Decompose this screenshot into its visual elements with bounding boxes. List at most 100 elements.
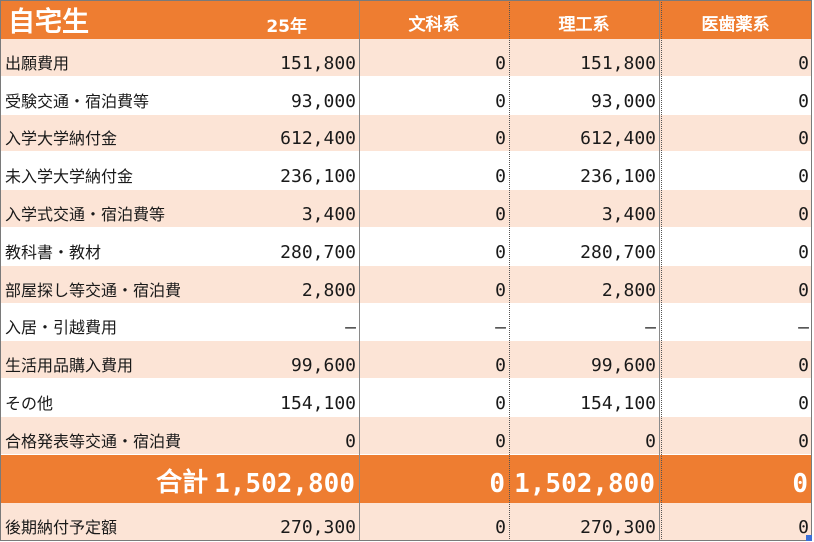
row-value-humanities: 0 xyxy=(495,52,506,74)
row-value-science: 280,700 xyxy=(580,241,656,263)
row-label-cell[interactable]: 入居・引越費用 xyxy=(0,303,260,342)
total-value-year: 1,502,800 xyxy=(214,469,355,499)
row-value-year: 0 xyxy=(345,430,356,452)
row-label-cell[interactable]: その他 xyxy=(0,379,260,417)
row-cell-year[interactable]: 236,100 xyxy=(260,152,359,191)
row-cell-year[interactable]: — xyxy=(260,303,359,342)
row-label: 合格発表等交通・宿泊費 xyxy=(5,431,182,451)
row-cell-medical[interactable]: 0 xyxy=(659,114,812,153)
year-label: 25年 xyxy=(266,17,307,37)
row-cell-year[interactable]: 99,600 xyxy=(260,341,359,380)
row-value-science: 99,600 xyxy=(590,355,656,377)
row-cell-humanities[interactable]: 0 xyxy=(359,76,509,115)
row-cell-science[interactable]: 151,800 xyxy=(509,39,659,77)
row-value-medical: 0 xyxy=(798,392,809,414)
row-label: 入学大学納付金 xyxy=(5,129,118,149)
row-cell-humanities[interactable]: — xyxy=(359,303,509,342)
row-cell-medical[interactable]: 0 xyxy=(659,152,812,191)
row-cell-medical[interactable]: 0 xyxy=(659,379,812,417)
fill-handle[interactable] xyxy=(806,535,812,541)
row-label: 未入学大学納付金 xyxy=(5,167,134,187)
row-label-cell[interactable]: 入学大学納付金 xyxy=(0,114,260,153)
row-cell-medical[interactable]: 0 xyxy=(659,39,812,77)
row-label-cell[interactable]: 出願費用 xyxy=(0,39,260,77)
after-cell-science[interactable]: 270,300 xyxy=(509,503,659,541)
row-label-cell[interactable]: 教科書・教材 xyxy=(0,228,260,266)
row-cell-medical[interactable]: 0 xyxy=(659,341,812,380)
row-value-science: 93,000 xyxy=(590,90,656,112)
header-cell-science[interactable]: 理工系 xyxy=(509,0,659,39)
row-cell-medical[interactable]: 0 xyxy=(659,417,812,455)
row-cell-humanities[interactable]: 0 xyxy=(359,190,509,228)
row-value-medical: 0 xyxy=(798,279,809,301)
row-label-cell[interactable]: 部屋探し等交通・宿泊費 xyxy=(0,265,260,304)
row-cell-science[interactable]: — xyxy=(509,303,659,342)
row-cell-humanities[interactable]: 0 xyxy=(359,228,509,266)
row-cell-science[interactable]: 154,100 xyxy=(509,379,659,417)
row-cell-year[interactable]: 154,100 xyxy=(260,379,359,417)
row-label: 出願費用 xyxy=(5,53,70,73)
row-value-year: 93,000 xyxy=(290,90,356,112)
row-value-medical: 0 xyxy=(798,128,809,150)
row-cell-science[interactable]: 93,000 xyxy=(509,76,659,115)
row-cell-science[interactable]: 280,700 xyxy=(509,228,659,266)
row-cell-medical[interactable]: 0 xyxy=(659,228,812,266)
row-cell-science[interactable]: 2,800 xyxy=(509,265,659,304)
row-divider xyxy=(0,189,812,191)
row-label: 教科書・教材 xyxy=(5,242,102,262)
row-cell-year[interactable]: 0 xyxy=(260,417,359,455)
after-label-cell[interactable]: 後期納付予定額 xyxy=(0,503,260,541)
row-label-cell[interactable]: 受験交通・宿泊費等 xyxy=(0,76,260,115)
total-value-science: 1,502,800 xyxy=(514,469,655,499)
row-label-cell[interactable]: 生活用品購入費用 xyxy=(0,341,260,380)
total-cell-humanities[interactable]: 0 xyxy=(359,455,509,503)
total-cell-medical[interactable]: 0 xyxy=(659,455,812,503)
row-cell-humanities[interactable]: 0 xyxy=(359,114,509,153)
header-cell-title[interactable]: 自宅生 25年 xyxy=(0,0,359,39)
row-value-medical: 0 xyxy=(798,166,809,188)
row-value-science: 151,800 xyxy=(580,52,656,74)
row-cell-humanities[interactable]: 0 xyxy=(359,39,509,77)
row-cell-year[interactable]: 151,800 xyxy=(260,39,359,77)
row-cell-year[interactable]: 93,000 xyxy=(260,76,359,115)
after-cell-year[interactable]: 270,300 xyxy=(260,503,359,541)
row-cell-science[interactable]: 3,400 xyxy=(509,190,659,228)
after-cell-medical[interactable]: 0 xyxy=(659,503,812,541)
row-cell-science[interactable]: 0 xyxy=(509,417,659,455)
column-divider-dotted xyxy=(509,0,510,541)
row-cell-medical[interactable]: 0 xyxy=(659,190,812,228)
total-cell-year[interactable]: 合計 1,502,800 xyxy=(0,455,359,503)
row-cell-humanities[interactable]: 0 xyxy=(359,265,509,304)
row-value-year: 280,700 xyxy=(280,241,356,263)
row-cell-science[interactable]: 612,400 xyxy=(509,114,659,153)
row-cell-medical[interactable]: 0 xyxy=(659,76,812,115)
row-cell-science[interactable]: 236,100 xyxy=(509,152,659,191)
row-cell-year[interactable]: 3,400 xyxy=(260,190,359,228)
total-value-humanities: 0 xyxy=(489,469,505,499)
row-cell-humanities[interactable]: 0 xyxy=(359,379,509,417)
row-cell-medical[interactable]: 0 xyxy=(659,265,812,304)
row-cell-medical[interactable]: — xyxy=(659,303,812,342)
row-label-cell[interactable]: 入学式交通・宿泊費等 xyxy=(0,190,260,228)
header-cell-medical[interactable]: 医歯薬系 xyxy=(659,0,812,39)
row-value-humanities: 0 xyxy=(495,355,506,377)
row-value-humanities: 0 xyxy=(495,128,506,150)
row-cell-science[interactable]: 99,600 xyxy=(509,341,659,380)
row-label-cell[interactable]: 未入学大学納付金 xyxy=(0,152,260,191)
row-label-cell[interactable]: 合格発表等交通・宿泊費 xyxy=(0,417,260,455)
row-cell-year[interactable]: 2,800 xyxy=(260,265,359,304)
row-divider xyxy=(0,151,812,153)
row-cell-year[interactable]: 612,400 xyxy=(260,114,359,153)
row-cell-humanities[interactable]: 0 xyxy=(359,152,509,191)
row-value-science: 236,100 xyxy=(580,166,656,188)
header-cell-humanities[interactable]: 文科系 xyxy=(359,0,509,39)
row-cell-year[interactable]: 280,700 xyxy=(260,228,359,266)
total-cell-science[interactable]: 1,502,800 xyxy=(509,455,659,503)
row-value-year: 612,400 xyxy=(280,128,356,150)
column-header-medical: 医歯薬系 xyxy=(701,15,770,35)
row-divider xyxy=(0,113,812,115)
row-cell-humanities[interactable]: 0 xyxy=(359,417,509,455)
row-cell-humanities[interactable]: 0 xyxy=(359,341,509,380)
after-cell-humanities[interactable]: 0 xyxy=(359,503,509,541)
row-value-humanities: — xyxy=(495,317,506,339)
